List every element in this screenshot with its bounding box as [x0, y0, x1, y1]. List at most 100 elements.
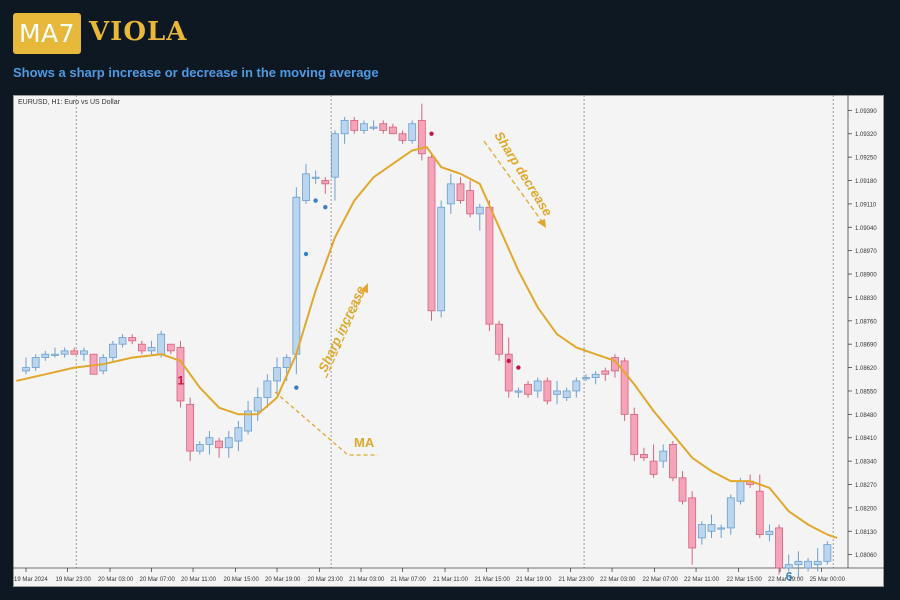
y-tick-label: 1.08480 — [855, 413, 877, 419]
x-tick-label: 21 Mar 23:00 — [559, 577, 595, 583]
bear-candle — [668, 444, 677, 479]
x-tick-label: 20 Mar 15:00 — [224, 577, 260, 583]
price-chart: EURUSD, H1: Euro vs US Dollar 1.093901.0… — [13, 95, 884, 587]
bull-candle — [234, 427, 243, 442]
x-tick-label: 22 Mar 19:00 — [768, 577, 804, 583]
sell-signal-dot — [506, 358, 511, 364]
bear-candle — [417, 119, 426, 155]
signal-label-6: 6 — [786, 570, 793, 584]
ma-label: MA — [354, 435, 375, 450]
y-axis: 1.09390 1.09320 1.09250 1.09180 1.09110 1.090… — [848, 109, 877, 559]
bear-candle — [128, 337, 137, 342]
bull-candle — [31, 357, 40, 368]
bull-candle — [736, 480, 745, 502]
bull-candle — [195, 444, 204, 452]
bear-candle — [620, 360, 629, 415]
bear-candle — [466, 190, 475, 215]
x-tick-label: 20 Mar 03:00 — [98, 577, 134, 583]
bull-candle — [562, 390, 571, 399]
x-tick-label: 19 Mar 23:00 — [56, 577, 92, 583]
bear-candle — [456, 183, 465, 201]
bull-candle — [41, 353, 50, 358]
bull-candle — [147, 347, 156, 352]
page-subtitle: Shows a sharp increase or decrease in th… — [13, 65, 379, 80]
x-tick-label: 20 Mar 23:00 — [308, 577, 344, 583]
x-tick-label: 21 Mar 03:00 — [349, 577, 385, 583]
bear-candle — [388, 126, 397, 135]
bear-candle — [176, 347, 185, 402]
bear-candle — [688, 497, 697, 549]
bull-candle — [591, 373, 600, 378]
sharp-increase-arrow-head — [360, 283, 368, 293]
y-tick-label: 1.09320 — [855, 132, 877, 138]
bear-candle — [504, 353, 513, 392]
bull-candle — [253, 397, 262, 412]
x-axis: 19 Mar 2024 19 Mar 23:00 20 Mar 03:00 20 Ma… — [14, 568, 846, 583]
y-tick-label: 1.08760 — [855, 319, 877, 325]
sell-signal-dot — [516, 365, 521, 370]
bull-candle — [659, 450, 668, 462]
bull-candle — [437, 206, 446, 312]
bull-candle — [273, 367, 281, 382]
x-tick-label: 22 Mar 11:00 — [684, 577, 720, 583]
sell-signal-dot — [429, 131, 434, 136]
bull-candle — [224, 437, 233, 449]
y-tick-label: 1.09110 — [855, 202, 877, 208]
bull-candle — [51, 353, 59, 356]
y-tick-label: 1.08900 — [855, 273, 877, 279]
bull-candle — [292, 196, 301, 355]
bull-candle — [553, 390, 561, 395]
bull-candle — [582, 377, 590, 380]
bear-candle — [524, 383, 532, 395]
bear-candle — [379, 123, 388, 131]
bear-candle — [186, 403, 195, 452]
bull-candle — [697, 524, 706, 539]
x-tick-label: 22 Mar 03:00 — [600, 577, 636, 583]
bear-candle — [398, 133, 407, 141]
bull-candle — [369, 126, 378, 129]
bull-candle — [514, 390, 523, 393]
sharp-increase-arrow-line — [325, 287, 367, 379]
bear-candle — [601, 370, 610, 375]
y-tick-label: 1.09250 — [855, 156, 877, 162]
bull-candle — [244, 410, 252, 432]
bear-candle — [755, 490, 764, 535]
bull-candle — [475, 206, 484, 215]
bear-candle — [640, 454, 648, 459]
bear-candle — [166, 343, 175, 352]
bear-candle — [137, 343, 146, 352]
x-tick-label: 22 Mar 07:00 — [643, 577, 679, 583]
y-tick-label: 1.08340 — [855, 460, 877, 466]
sharp-decrease-arrow-line — [483, 140, 544, 224]
bull-candle — [533, 380, 542, 392]
x-tick-label: 20 Mar 19:00 — [265, 577, 301, 583]
bull-candle — [408, 123, 417, 141]
y-tick-label: 1.08550 — [855, 389, 877, 395]
bear-candle — [485, 206, 494, 325]
bull-candle — [118, 337, 127, 345]
logo-badge: MA7 — [13, 13, 81, 54]
x-tick-label: 20 Mar 07:00 — [140, 577, 176, 583]
bull-candle — [765, 530, 774, 535]
x-tick-label: 21 Mar 19:00 — [516, 577, 552, 583]
bull-candle — [794, 560, 803, 566]
signal-markers — [294, 131, 521, 390]
x-tick-label: 21 Mar 11:00 — [433, 577, 469, 583]
buy-signal-dot — [313, 198, 318, 203]
buy-signal-dot — [323, 205, 328, 210]
bull-candle — [282, 357, 291, 368]
x-tick-label: 21 Mar 15:00 — [475, 577, 511, 583]
bull-candle — [823, 544, 832, 562]
bull-candle — [707, 524, 716, 532]
bull-candle — [302, 173, 310, 201]
y-tick-label: 1.08690 — [855, 343, 877, 349]
bull-candle — [804, 560, 812, 569]
bull-candle — [446, 183, 455, 205]
bear-candle — [427, 156, 436, 312]
x-tick-label: 20 Mar 11:00 — [181, 577, 217, 583]
bull-candle — [717, 527, 726, 530]
bull-candle — [726, 497, 735, 529]
buy-signal-dot — [303, 251, 309, 257]
symbol-label: EURUSD, H1: Euro vs US Dollar — [18, 99, 121, 106]
bear-candle — [350, 119, 359, 131]
